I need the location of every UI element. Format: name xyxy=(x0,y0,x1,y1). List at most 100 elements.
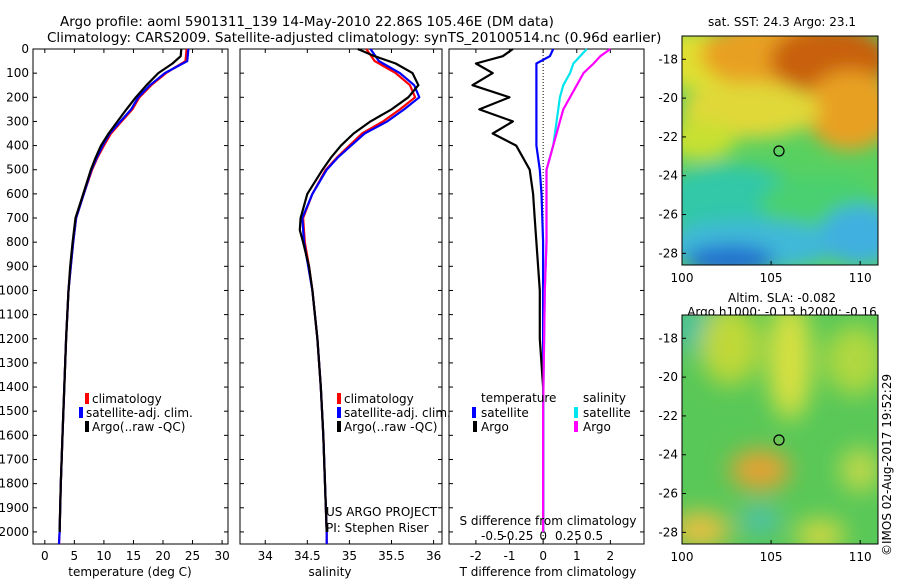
series-sal-2 xyxy=(298,47,420,532)
temperature-x-label: temperature (deg C) xyxy=(68,565,191,579)
legend-label-argo: Argo(..raw -QC) xyxy=(92,420,185,434)
series-sal-0 xyxy=(302,48,417,544)
x-tick-label: 20 xyxy=(155,549,170,563)
title-line-2: Climatology: CARS2009. Satellite-adjuste… xyxy=(47,30,662,46)
depth-tick-label: 1500 xyxy=(0,404,29,418)
x-tick-label: 30 xyxy=(214,549,229,563)
sst-map: sat. SST: 24.3 Argo: 23.1 100 105 110 -18 -2… xyxy=(658,15,879,285)
depth-tick-label: 1800 xyxy=(0,477,29,491)
x-tick-label: 5 xyxy=(71,549,79,563)
series-temp-1 xyxy=(57,48,190,545)
legend-swatch-sal-argo xyxy=(574,421,578,432)
series-sal-1 xyxy=(301,48,421,544)
legend-label-climatology: climatology xyxy=(92,392,162,406)
map-x-tick-label: 100 xyxy=(671,271,694,285)
x-tick-label: 35.5 xyxy=(378,549,405,563)
depth-tick-label: 1100 xyxy=(0,308,29,322)
x-tick-label: 35 xyxy=(342,549,357,563)
series-diff-3 xyxy=(541,48,612,532)
x-tick-label: -2 xyxy=(470,549,482,563)
map-y-tick-label: -28 xyxy=(658,246,678,260)
map-x-tick-label: 100 xyxy=(671,550,694,564)
depth-tick-label: 900 xyxy=(6,259,29,273)
legend-label-sal-argo: Argo xyxy=(583,420,611,434)
x-tick-label: -1 xyxy=(504,549,516,563)
legend-swatch-sal-sat xyxy=(574,407,578,418)
x-tick-label: 36 xyxy=(426,549,441,563)
map-y-tick-label: -22 xyxy=(658,409,678,423)
depth-tick-label: 1200 xyxy=(0,332,29,346)
salinity-legend: climatology satellite-adj. clim. Argo(..… xyxy=(337,392,451,434)
difference-legend: temperature salinity satellite Argo sate… xyxy=(472,391,631,434)
sst-map-title: sat. SST: 24.3 Argo: 23.1 xyxy=(708,15,856,29)
s-difference-label: S difference from climatology xyxy=(460,514,637,528)
legend-label-temp-sat: satellite xyxy=(481,406,529,420)
map-y-tick-label: -20 xyxy=(658,370,678,384)
argo-location-marker-sla xyxy=(773,434,785,446)
legend-label-satellite: satellite-adj. clim. xyxy=(86,406,193,420)
x-tick-label: 1 xyxy=(573,549,581,563)
salinity-x-label: salinity xyxy=(308,565,351,579)
map-y-tick-label: -18 xyxy=(658,52,678,66)
depth-tick-label: 1700 xyxy=(0,452,29,466)
legend-swatch-temp-argo xyxy=(473,421,477,432)
depth-tick-label: 400 xyxy=(6,139,29,153)
legend-label-satellite-sal: satellite-adj. clim. xyxy=(344,406,451,420)
map-y-tick-label: -28 xyxy=(658,525,678,539)
depth-tick-label: 0 xyxy=(21,42,29,56)
map-y-tick-label: -26 xyxy=(658,208,678,222)
legend-label-temp-argo: Argo xyxy=(481,420,509,434)
x-tick-label: 0 xyxy=(539,549,547,563)
series-diff-2 xyxy=(541,48,588,532)
s-tick-label: -0.5 xyxy=(481,529,504,543)
legend-temperature-title: temperature xyxy=(481,391,556,405)
legend-swatch-satellite-sal xyxy=(337,407,341,418)
temperature-panel: 0100200300400500600700800900100011001200… xyxy=(0,42,230,579)
legend-swatch-satellite xyxy=(79,407,83,418)
x-tick-label: 34 xyxy=(258,549,273,563)
x-tick-label: 2 xyxy=(607,549,615,563)
legend-label-sal-sat: satellite xyxy=(583,406,631,420)
depth-tick-label: 1400 xyxy=(0,380,29,394)
x-tick-label: 0 xyxy=(41,549,49,563)
series-diff-0 xyxy=(535,48,555,532)
depth-tick-label: 300 xyxy=(6,114,29,128)
map-y-tick-label: -24 xyxy=(658,448,678,462)
legend-swatch-climatology-sal xyxy=(337,393,341,404)
depth-tick-label: 1000 xyxy=(0,283,29,297)
x-tick-label: 34.5 xyxy=(294,549,321,563)
map-y-tick-label: -24 xyxy=(658,169,678,183)
legend-salinity-title: salinity xyxy=(583,391,626,405)
map-y-tick-label: -18 xyxy=(658,331,678,345)
depth-tick-label: 800 xyxy=(6,235,29,249)
title-line-1: Argo profile: aoml 5901311_139 14-May-20… xyxy=(60,14,554,30)
series-temp-0 xyxy=(57,48,188,545)
depth-tick-label: 1300 xyxy=(0,356,29,370)
legend-swatch-argo xyxy=(85,421,89,432)
x-tick-label: 15 xyxy=(126,549,141,563)
depth-tick-label: 500 xyxy=(6,163,29,177)
imos-timestamp: ©IMOS 02-Aug-2017 19:52:29 xyxy=(880,373,894,556)
x-tick-label: 25 xyxy=(185,549,200,563)
sla-map: Altim. SLA: -0.082 Argo h1000: -0.13 h20… xyxy=(658,291,879,564)
project-name: US ARGO PROJECT xyxy=(326,505,438,519)
legend-swatch-argo-sal xyxy=(337,421,341,432)
depth-tick-label: 700 xyxy=(6,211,29,225)
legend-swatch-temp-sat xyxy=(472,407,476,418)
x-tick-label: 10 xyxy=(96,549,111,563)
depth-tick-label: 100 xyxy=(6,66,29,80)
depth-tick-label: 1600 xyxy=(0,428,29,442)
depth-tick-label: 200 xyxy=(6,90,29,104)
legend-label-climatology-sal: climatology xyxy=(344,392,414,406)
salinity-panel: 34 34.5 35 35.5 36 salinity climatology sate… xyxy=(239,47,451,579)
depth-tick-label: 1900 xyxy=(0,501,29,515)
legend-swatch-climatology xyxy=(85,393,89,404)
map-y-tick-label: -22 xyxy=(658,130,678,144)
series-diff-1 xyxy=(471,48,545,532)
argo-location-marker xyxy=(773,145,785,157)
map-y-tick-label: -26 xyxy=(658,487,678,501)
map-x-tick-label: 110 xyxy=(849,550,872,564)
s-tick-label: -0.25 xyxy=(502,529,533,543)
